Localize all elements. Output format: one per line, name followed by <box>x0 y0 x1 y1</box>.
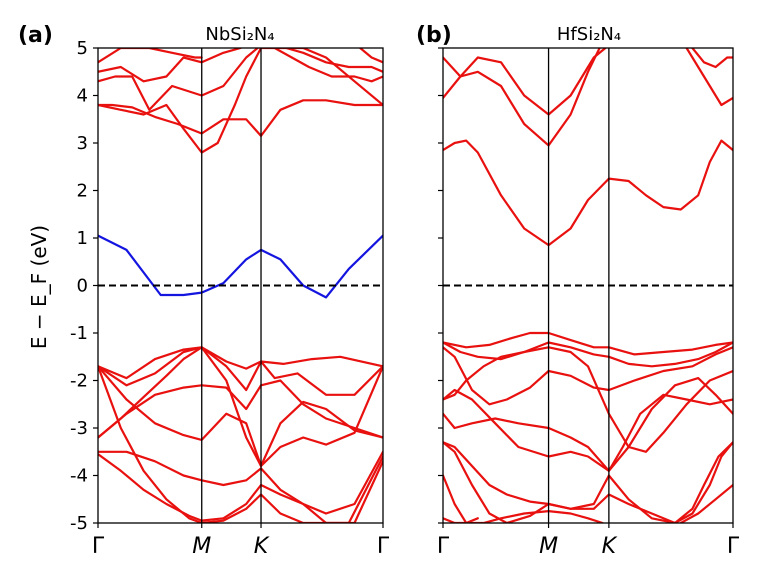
panel-a-band-13 <box>98 48 203 64</box>
y-tick-label: 3 <box>77 133 88 154</box>
y-tick-label: 2 <box>77 181 88 202</box>
panel-a-band-4 <box>98 346 383 468</box>
panel-b-band-9 <box>443 388 733 472</box>
panel-b-band-15 <box>443 517 479 523</box>
panel-a-band-fermi-crossing <box>98 234 383 299</box>
y-tick-label: -4 <box>70 466 88 487</box>
panel-a-letter: (a) <box>18 23 53 48</box>
panel-b-band-2 <box>443 48 607 116</box>
y-tick-label: 0 <box>77 276 88 297</box>
panel-a-band-5 <box>98 365 383 468</box>
panel-a-band-12 <box>98 48 242 83</box>
panel-b-band-11 <box>443 441 733 523</box>
panel-a-band-11 <box>98 48 259 111</box>
panel-a-band-6 <box>98 450 383 515</box>
panel-b-kpoint-label-2: K <box>602 534 618 559</box>
panel-b-band-12 <box>443 441 733 523</box>
panel-b-kpoint-label-0: Γ <box>437 534 450 559</box>
panel-b-band-1 <box>443 48 601 147</box>
panel-b-kpoint-label-1: M <box>539 534 558 559</box>
y-axis-label: E − E_F (eV) <box>27 225 51 349</box>
panel-b-band-8 <box>443 346 733 453</box>
panel-a-band-16 <box>359 48 383 64</box>
y-tick-label: -5 <box>70 513 88 534</box>
panel-b: (b) HfSi₂N₄ Γ M K Γ <box>416 23 740 559</box>
panel-a-band-8 <box>98 365 383 523</box>
y-tick-label: 5 <box>77 38 88 59</box>
panel-a-title: NbSi₂N₄ <box>205 24 274 45</box>
panel-b-kpoint-label-3: Γ <box>727 534 740 559</box>
y-tick-label: -3 <box>70 418 88 439</box>
panel-a-kpoint-label-3: Γ <box>377 534 390 559</box>
panel-b-band-13 <box>443 474 604 523</box>
panel-a-band-1 <box>98 346 383 380</box>
panel-b-band-5 <box>443 331 733 356</box>
panel-a-kpoint-label-0: Γ <box>92 534 105 559</box>
y-tick-label: 4 <box>77 86 88 107</box>
panel-a-band-9 <box>98 99 383 137</box>
panel-b-band-6 <box>443 341 733 368</box>
panel-b-band-4 <box>691 48 733 69</box>
y-tick-label: -1 <box>70 323 88 344</box>
panel-a-kpoint-label-2: K <box>254 534 270 559</box>
y-tick-labels: -5 -4 -3 -2 -1 0 1 2 3 4 5 <box>70 38 88 534</box>
panel-b-band-0 <box>443 139 733 247</box>
panel-b-band-10 <box>443 377 733 472</box>
panel-b-bands <box>443 48 733 523</box>
y-tick-label: -2 <box>70 371 88 392</box>
panel-a-kpoint-label-1: M <box>192 534 211 559</box>
panel-a: (a) NbSi₂N₄ Γ M K Γ <box>18 23 390 559</box>
panel-a-band-10 <box>98 48 383 154</box>
panel-b-letter: (b) <box>416 23 452 48</box>
panel-a-band-14 <box>273 48 383 83</box>
panel-a-bands <box>98 48 383 523</box>
panel-b-title: HfSi₂N₄ <box>557 24 621 45</box>
panel-a-band-7 <box>98 453 383 523</box>
panel-b-band-3 <box>685 48 733 107</box>
panel-a-band-3 <box>98 379 383 439</box>
y-tick-label: 1 <box>77 228 88 249</box>
panel-b-band-14 <box>679 483 733 523</box>
panel-b-band-7 <box>443 346 733 406</box>
panel-a-band-2 <box>98 346 383 396</box>
panel-a-band-15 <box>285 48 383 73</box>
